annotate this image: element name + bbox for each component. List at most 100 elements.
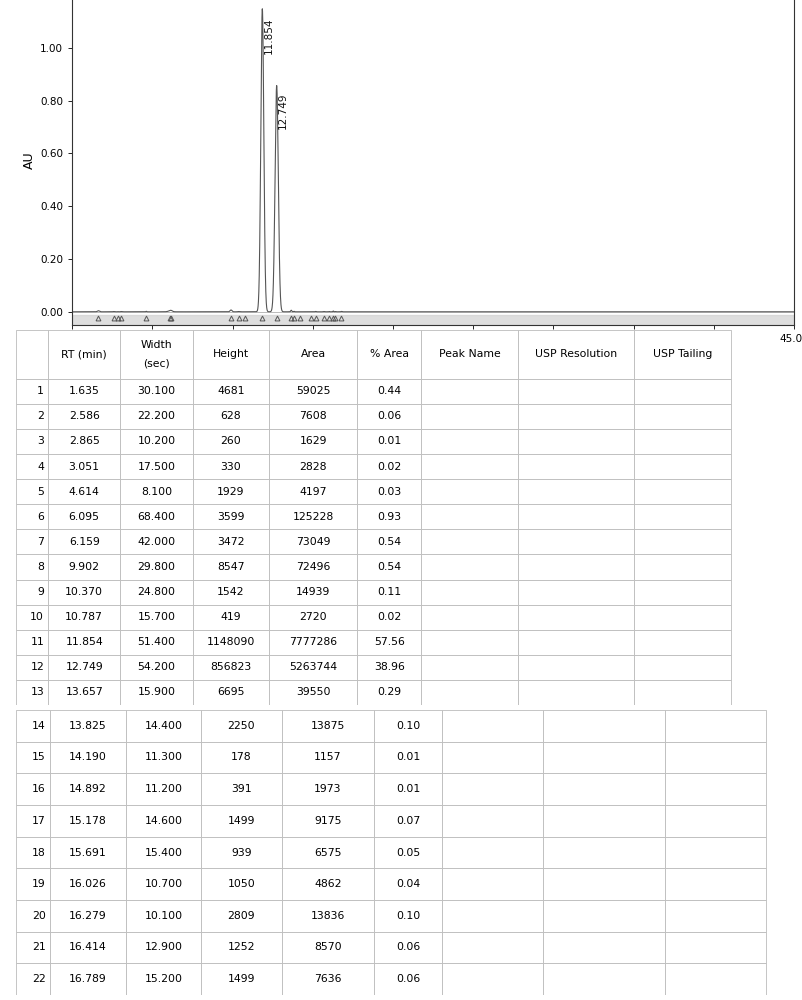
Bar (665, 868, 766, 900)
Bar (518, 379, 634, 404)
Text: 1929: 1929 (217, 487, 245, 497)
Bar (16, 773, 50, 805)
Bar (357, 504, 421, 529)
Bar (634, 680, 731, 705)
Bar (192, 529, 269, 554)
Bar (442, 868, 543, 900)
Text: 12.900: 12.900 (144, 942, 183, 952)
Text: 3599: 3599 (217, 512, 245, 522)
Bar (126, 742, 201, 773)
Bar (543, 837, 665, 868)
Bar (421, 605, 518, 630)
Text: 3: 3 (37, 436, 44, 446)
Bar (634, 479, 731, 504)
Text: 0.11: 0.11 (377, 587, 401, 597)
Bar (16, 900, 50, 932)
Bar (282, 868, 375, 900)
Text: 11.300: 11.300 (144, 753, 183, 762)
Text: 0.06: 0.06 (396, 974, 420, 984)
Bar (201, 805, 282, 837)
Bar (421, 630, 518, 655)
Text: 8570: 8570 (314, 942, 342, 952)
Bar (543, 773, 665, 805)
Bar (192, 330, 269, 379)
Bar (120, 404, 192, 429)
Bar (269, 429, 357, 454)
Bar (269, 404, 357, 429)
Text: 4681: 4681 (217, 386, 245, 396)
Text: 22: 22 (32, 974, 46, 984)
Bar (192, 404, 269, 429)
Bar (201, 868, 282, 900)
Bar (634, 554, 731, 580)
Text: 0.03: 0.03 (377, 487, 402, 497)
Bar (421, 379, 518, 404)
Text: 5263744: 5263744 (289, 662, 337, 672)
Text: 42.000: 42.000 (137, 537, 176, 547)
Text: 10: 10 (30, 612, 44, 622)
Text: 16: 16 (32, 784, 46, 794)
Text: 19: 19 (32, 879, 46, 889)
Text: 15.400: 15.400 (144, 848, 183, 857)
Bar (50, 932, 126, 963)
Text: 16.789: 16.789 (69, 974, 107, 984)
Bar (442, 932, 543, 963)
Bar (16, 330, 48, 379)
Text: 38.96: 38.96 (374, 662, 405, 672)
Text: 6: 6 (37, 512, 44, 522)
Bar (16, 554, 48, 580)
Text: 856823: 856823 (210, 662, 251, 672)
Text: 2.586: 2.586 (69, 411, 99, 421)
Text: 72496: 72496 (296, 562, 330, 572)
Text: 1973: 1973 (314, 784, 342, 794)
Bar (375, 805, 442, 837)
Bar (269, 330, 357, 379)
Bar (50, 868, 126, 900)
Text: 24.800: 24.800 (137, 587, 176, 597)
Bar (201, 900, 282, 932)
Bar (543, 868, 665, 900)
Bar (282, 900, 375, 932)
Bar (518, 330, 634, 379)
Text: 2.865: 2.865 (69, 436, 99, 446)
Bar (126, 773, 201, 805)
Bar (282, 710, 375, 742)
Bar (357, 554, 421, 580)
Bar (518, 655, 634, 680)
Bar (50, 900, 126, 932)
Bar (16, 454, 48, 479)
Bar (201, 742, 282, 773)
Text: 14.400: 14.400 (144, 721, 183, 731)
Text: 1499: 1499 (228, 816, 255, 826)
Text: 2828: 2828 (299, 462, 326, 472)
Bar (442, 963, 543, 995)
Text: Width: Width (140, 340, 172, 350)
Text: USP Tailing: USP Tailing (653, 349, 712, 359)
Bar (357, 330, 421, 379)
Text: 125228: 125228 (293, 512, 334, 522)
Bar (357, 655, 421, 680)
Text: 0.07: 0.07 (396, 816, 420, 826)
Text: 2720: 2720 (299, 612, 327, 622)
Text: 0.01: 0.01 (377, 436, 402, 446)
Text: % Area: % Area (370, 349, 409, 359)
Text: 0.54: 0.54 (377, 537, 401, 547)
Bar (518, 404, 634, 429)
Bar (375, 742, 442, 773)
Text: 11: 11 (30, 637, 44, 647)
Text: 16.026: 16.026 (69, 879, 107, 889)
Bar (518, 605, 634, 630)
Bar (120, 580, 192, 605)
Bar (126, 900, 201, 932)
Text: 391: 391 (231, 784, 252, 794)
Text: 10.200: 10.200 (137, 436, 176, 446)
Text: 0.01: 0.01 (396, 753, 420, 762)
Bar (665, 710, 766, 742)
Bar (50, 773, 126, 805)
Bar (357, 580, 421, 605)
Bar (665, 742, 766, 773)
Text: 419: 419 (221, 612, 241, 622)
Text: 13.657: 13.657 (65, 687, 103, 697)
Bar (665, 900, 766, 932)
X-axis label: Minutes: Minutes (408, 348, 458, 361)
